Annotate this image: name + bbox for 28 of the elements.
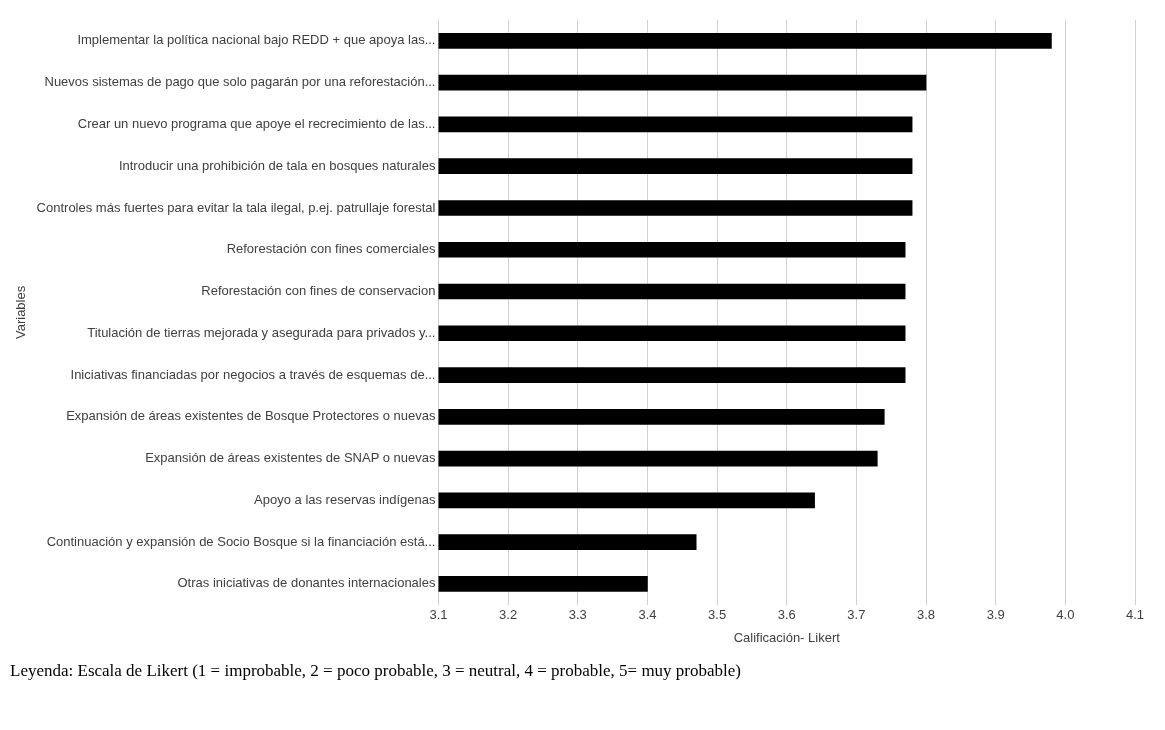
x-tick-label: 4.1 [1125, 607, 1145, 623]
x-tick-label: 3.5 [708, 607, 727, 623]
y-tick-label: Expansión de áreas existentes de Bosque Protectores o nuevas [66, 408, 436, 424]
y-tick-label: Nuevos sistemas de pago que solo pagarán por una reforestación... [44, 74, 436, 90]
y-tick-label: Introducir una prohibición de tala en bosques naturales [118, 157, 436, 173]
y-tick-label: Controles más fuertes para evitar la tala ilegal, p.ej. patrullaje forestal [36, 199, 436, 215]
y-tick-label: Expansión de áreas existentes de SNAP o nuevas [145, 450, 436, 466]
y-tick-label: Otras iniciativas de donantes internacionales [177, 575, 436, 591]
x-tick-label: 3.8 [917, 607, 936, 623]
y-tick-label: Crear un nuevo programa que apoye el recrecimiento de las... [77, 116, 436, 132]
x-tick-label: 3.4 [638, 607, 657, 623]
x-tick-label: 3.1 [429, 607, 448, 623]
x-tick-label: 3.9 [986, 607, 1005, 623]
x-axis-title: Calificación- Likert [733, 629, 841, 645]
y-tick-label: Implementar la política nacional bajo REDD + que apoya las... [77, 32, 436, 48]
y-tick-label: Iniciativas financiadas por negocios a través de esquemas de... [70, 366, 436, 382]
y-tick-label: Titulación de tierras mejorada y asegurada para privados y... [87, 324, 436, 340]
y-tick-label: Apoyo a las reservas indígenas [254, 491, 436, 507]
y-tick-label: Continuación y expansión de Socio Bosque si la financiación está... [46, 533, 436, 549]
y-axis-title: Variables [13, 285, 29, 340]
x-tick-label: 3.3 [568, 607, 587, 623]
y-tick-label: Reforestación con fines de conservacion [201, 283, 436, 299]
text: Leyenda: Escala de Likert (1 = improbable, 2 = poco probable, 3 = neutral, 4 = probable, 5= muy probable) [10, 661, 742, 681]
x-tick-label: 3.6 [777, 607, 796, 623]
x-tick-label: 3.2 [499, 607, 518, 623]
x-tick-label: 4.0 [1056, 607, 1075, 623]
x-tick-label: 3.7 [847, 607, 866, 623]
y-tick-label: Reforestación con fines comerciales [226, 241, 436, 257]
